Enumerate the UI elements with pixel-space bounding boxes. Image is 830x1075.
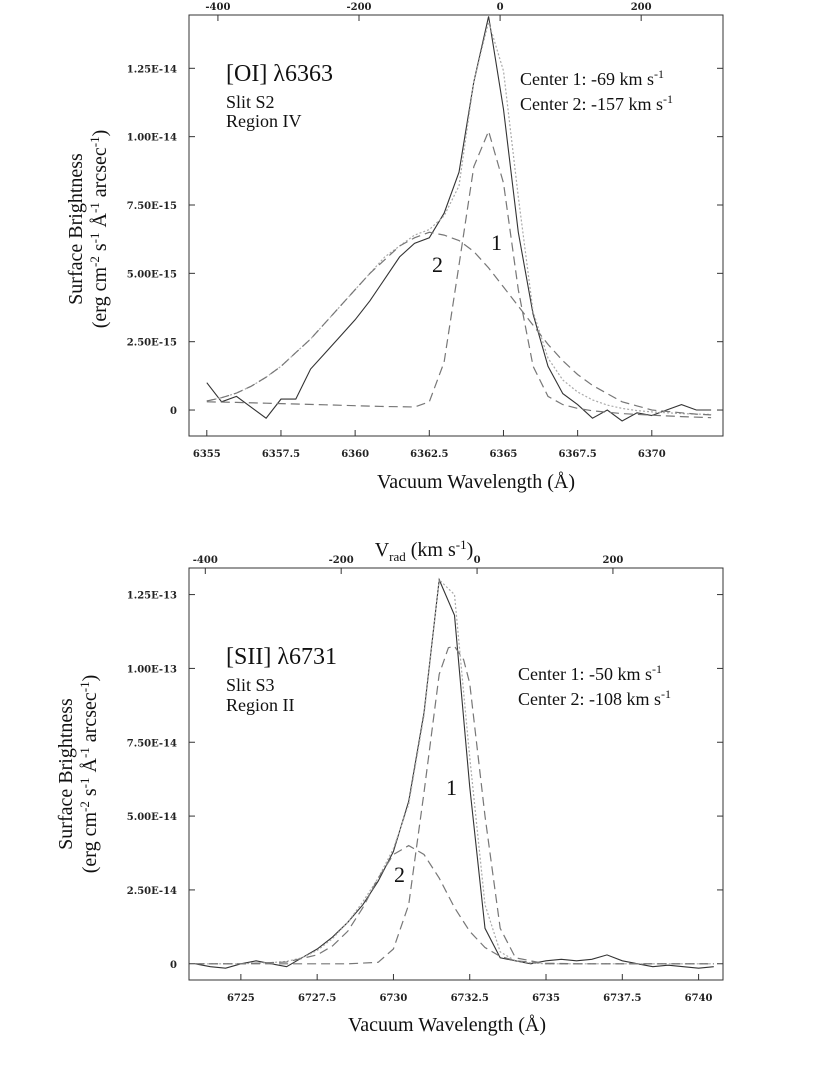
v-tick-label: -400 xyxy=(205,2,230,13)
y-axis-ticks: 0 2.50E-14 5.00E-14 7.50E-14 1.00E-13 1.25E-1… xyxy=(127,591,723,971)
line-name-label: [SII] λ6731 xyxy=(226,644,337,670)
x-tick-label: 6727.5 xyxy=(298,993,336,1004)
x-axis-ticks: 6725 6727.5 6730 6732.5 6735 6737.5 6740 xyxy=(227,974,713,1004)
line-name-label: [OI] λ6363 xyxy=(226,61,333,87)
top-velocity-axis-ticks: -400 -200 0 200 xyxy=(205,2,652,21)
series-observed-line xyxy=(206,16,712,422)
x-tick-label: 6732.5 xyxy=(451,993,489,1004)
series-component-2-line xyxy=(206,231,712,416)
region-label: Region II xyxy=(226,695,294,715)
y-tick-label: 2.50E-15 xyxy=(127,338,177,349)
y-tick-label: 1.25E-13 xyxy=(127,591,177,602)
y-axis-unit-label: (erg cm-2 s-1 Å-1 arcsec-1) xyxy=(77,675,101,874)
x-tick-label: 6737.5 xyxy=(603,993,641,1004)
y-axis-label: Surface Brightness xyxy=(55,698,77,850)
x-axis-label: Vacuum Wavelength (Å) xyxy=(348,1014,546,1036)
v-tick-label: -400 xyxy=(193,555,218,566)
v-tick-label: 0 xyxy=(497,2,504,13)
center1-label: Center 1: -69 km s-1 xyxy=(520,67,664,89)
component-2-label: 2 xyxy=(432,252,443,277)
top-velocity-axis-ticks: -400 -200 0 200 xyxy=(193,555,624,574)
slit-label: Slit S3 xyxy=(226,675,275,695)
v-tick-label: 0 xyxy=(474,555,481,566)
component-1-label: 1 xyxy=(446,775,457,800)
y-tick-label: 5.00E-14 xyxy=(127,812,177,823)
slit-label: Slit S2 xyxy=(226,92,275,112)
series-component-1-line xyxy=(206,129,712,419)
y-tick-label: 1.25E-14 xyxy=(127,64,177,75)
x-tick-label: 6357.5 xyxy=(262,449,300,460)
series-component-2-line xyxy=(195,844,714,965)
v-tick-label: 200 xyxy=(603,555,624,566)
y-tick-label: 5.00E-15 xyxy=(127,269,177,280)
center2-label: Center 2: -108 km s-1 xyxy=(518,687,671,709)
plot-frame xyxy=(188,567,724,981)
x-tick-label: 6360 xyxy=(341,449,369,460)
y-tick-label: 0 xyxy=(170,960,177,971)
x-axis-ticks: 6355 6357.5 6360 6362.5 6365 6367.5 6370 xyxy=(193,430,666,460)
y-tick-label: 7.50E-14 xyxy=(127,738,177,749)
series-fit-line xyxy=(206,19,712,415)
region-label: Region IV xyxy=(226,111,302,131)
x-tick-label: 6730 xyxy=(380,993,408,1004)
top-axis-label: Vrad (km s-1) xyxy=(375,537,474,564)
y-tick-label: 1.00E-14 xyxy=(127,133,177,144)
panel-sii-6731: 0 2.50E-14 5.00E-14 7.50E-14 1.00E-13 1.25E-1… xyxy=(55,537,724,1036)
v-tick-label: 200 xyxy=(631,2,652,13)
component-1-label: 1 xyxy=(491,230,502,255)
x-tick-label: 6735 xyxy=(532,993,560,1004)
center2-label: Center 2: -157 km s-1 xyxy=(520,92,673,114)
component-2-label: 2 xyxy=(394,862,405,887)
y-tick-label: 1.00E-13 xyxy=(127,664,177,675)
x-tick-label: 6355 xyxy=(193,449,221,460)
x-tick-label: 6740 xyxy=(685,993,713,1004)
y-axis-ticks: 0 2.50E-15 5.00E-15 7.50E-15 1.00E-14 1.25E-1… xyxy=(127,64,723,417)
center1-label: Center 1: -50 km s-1 xyxy=(518,662,662,684)
x-tick-label: 6365 xyxy=(490,449,518,460)
series-component-1-line xyxy=(195,645,714,965)
y-tick-label: 7.50E-15 xyxy=(127,201,177,212)
series-fit-line xyxy=(195,578,714,965)
panel-oi-6363: 0 2.50E-15 5.00E-15 7.50E-15 1.00E-14 1.25E-1… xyxy=(65,2,724,493)
y-tick-label: 0 xyxy=(170,406,177,417)
plot-frame xyxy=(188,14,724,437)
series-group xyxy=(206,16,712,422)
series-observed-line xyxy=(194,577,714,969)
v-tick-label: -200 xyxy=(346,2,371,13)
series-group xyxy=(194,577,714,969)
y-tick-label: 2.50E-14 xyxy=(127,886,177,897)
x-tick-label: 6725 xyxy=(227,993,255,1004)
x-tick-label: 6362.5 xyxy=(410,449,448,460)
y-axis-label: Surface Brightness xyxy=(65,153,87,305)
x-tick-label: 6370 xyxy=(638,449,666,460)
v-tick-label: -200 xyxy=(329,555,354,566)
x-tick-label: 6367.5 xyxy=(558,449,596,460)
x-axis-label: Vacuum Wavelength (Å) xyxy=(377,471,575,493)
y-axis-unit-label: (erg cm-2 s-1 Å-1 arcsec-1) xyxy=(87,130,111,329)
